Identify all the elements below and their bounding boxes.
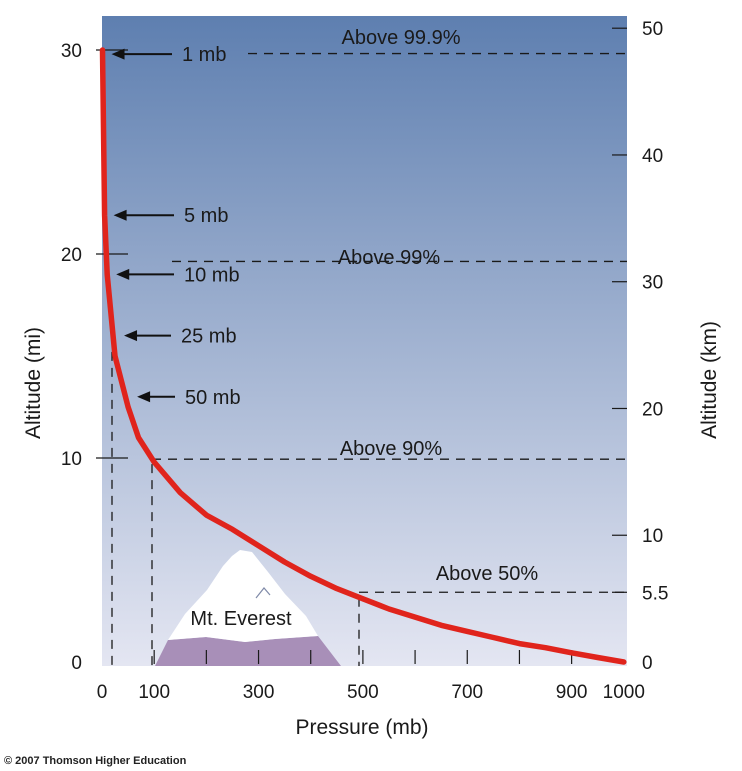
mountain-ridge xyxy=(255,587,271,599)
y-tick-label: 10 xyxy=(61,449,82,470)
pressure-arrow-head xyxy=(111,48,125,60)
x-tick-label: 700 xyxy=(451,682,483,703)
pressure-arrow-head xyxy=(113,209,127,221)
y-tick-label: 0 xyxy=(71,653,82,674)
y-axis-title-right: Altitude (km) xyxy=(698,321,721,439)
mass-percent-label: Above 99.9% xyxy=(342,27,461,49)
mt-everest-illustration: Mt. Everest xyxy=(155,550,341,666)
x-tick-label: 1000 xyxy=(603,682,645,703)
pressure-arrow-head xyxy=(137,391,151,403)
y2-tick-label: 50 xyxy=(642,19,663,40)
pressure-label: 50 mb xyxy=(185,387,241,409)
x-axis-title: Pressure (mb) xyxy=(295,716,428,739)
y-tick-label: 30 xyxy=(61,41,82,62)
pressure-altitude-curve xyxy=(99,47,627,665)
pressure-label: 25 mb xyxy=(181,326,237,348)
guide-lines xyxy=(111,52,627,666)
mass-percent-label: Above 99% xyxy=(338,247,441,269)
y2-tick-label: 40 xyxy=(642,146,663,167)
copyright-notice: © 2007 Thomson Higher Education xyxy=(0,751,742,771)
x-tick-label: 500 xyxy=(347,682,379,703)
annotations: 1 mb 5 mb 10 mb 25 mb 50 mb Above 99.9% Above … xyxy=(111,27,539,585)
pressure-curve-group xyxy=(99,47,627,665)
pressure-label: 1 mb xyxy=(182,44,226,66)
y-tick-label: 20 xyxy=(61,245,82,266)
pressure-label: 5 mb xyxy=(184,205,228,227)
mass-percent-label: Above 90% xyxy=(340,438,443,460)
y2-tick-label: 10 xyxy=(642,526,663,547)
mt-everest-label: Mt. Everest xyxy=(190,608,292,630)
x-tick-label: 300 xyxy=(243,682,275,703)
pressure-label: 10 mb xyxy=(184,264,240,286)
mountain-snow xyxy=(168,550,318,642)
pressure-arrow-head xyxy=(124,330,138,342)
y2-tick-label: 5.5 xyxy=(642,583,668,604)
y-axis-title-left: Altitude (mi) xyxy=(22,327,45,439)
pressure-arrow-head xyxy=(116,268,130,280)
x-tick-label: 0 xyxy=(97,682,108,703)
y2-tick-label: 20 xyxy=(642,399,663,420)
plot-background xyxy=(102,16,627,666)
y2-tick-label: 0 xyxy=(642,653,653,674)
mass-percent-label: Above 50% xyxy=(436,563,539,585)
y2-tick-label: 30 xyxy=(642,273,663,294)
mountain-base xyxy=(155,636,341,666)
x-tick-label: 100 xyxy=(138,682,170,703)
x-tick-label: 900 xyxy=(556,682,588,703)
